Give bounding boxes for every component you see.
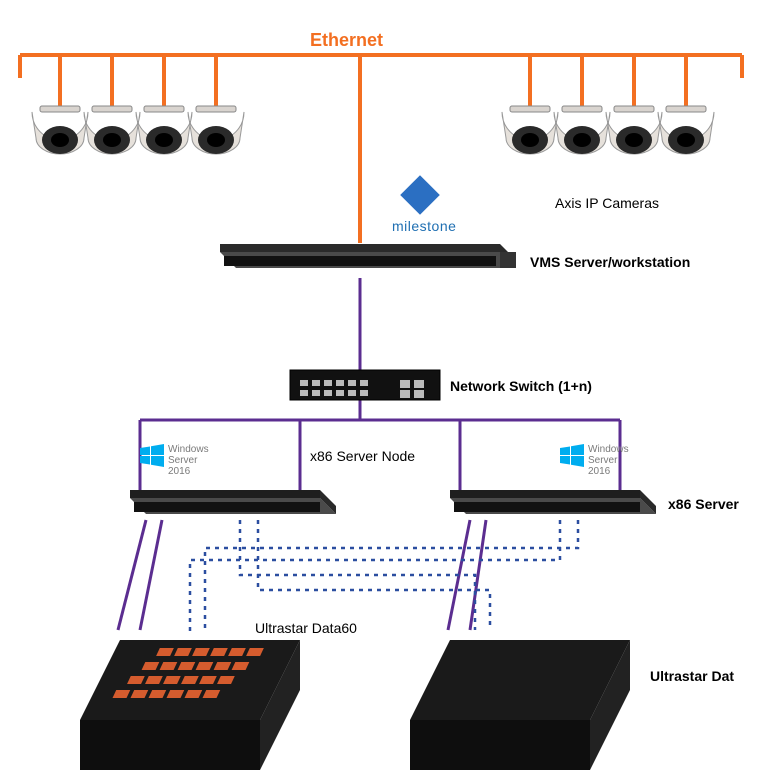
milestone-label: milestone (392, 218, 456, 234)
camera-icon (136, 106, 192, 154)
camera-icon (84, 106, 140, 154)
dotted-links (190, 520, 578, 632)
switch-label: Network Switch (1+n) (450, 378, 592, 394)
x86-node-label: x86 Server Node (310, 448, 415, 464)
ethernet-label: Ethernet (310, 30, 383, 51)
camera-icon (554, 106, 610, 154)
camera-icon (32, 106, 88, 154)
windows-logo-icon (560, 444, 584, 467)
storage-left-icon (0, 640, 300, 770)
windows-label-left: Windows Server 2016 (168, 444, 209, 477)
wiring-svg (0, 0, 762, 783)
camera-icon (188, 106, 244, 154)
cameras (32, 106, 714, 154)
camera-icon (606, 106, 662, 154)
data-right-label: Ultrastar Dat (650, 668, 734, 684)
x86-server-label: x86 Server (668, 496, 739, 512)
camera-icon (502, 106, 558, 154)
vms-server-icon (220, 244, 516, 268)
vms-label: VMS Server/workstation (530, 254, 690, 270)
windows-logo-icon (140, 444, 164, 467)
cameras-label: Axis IP Cameras (555, 195, 659, 211)
x86-server-left-icon (130, 490, 336, 514)
camera-icon (658, 106, 714, 154)
milestone-icon (400, 175, 440, 215)
x86-server-right-icon (450, 490, 656, 514)
windows-label-right: Windows Server 2016 (588, 444, 629, 477)
data60-label: Ultrastar Data60 (255, 620, 357, 636)
network-diagram: { "canvas": { "width": 762, "height": 78… (0, 0, 762, 783)
switch-icon (290, 370, 440, 400)
